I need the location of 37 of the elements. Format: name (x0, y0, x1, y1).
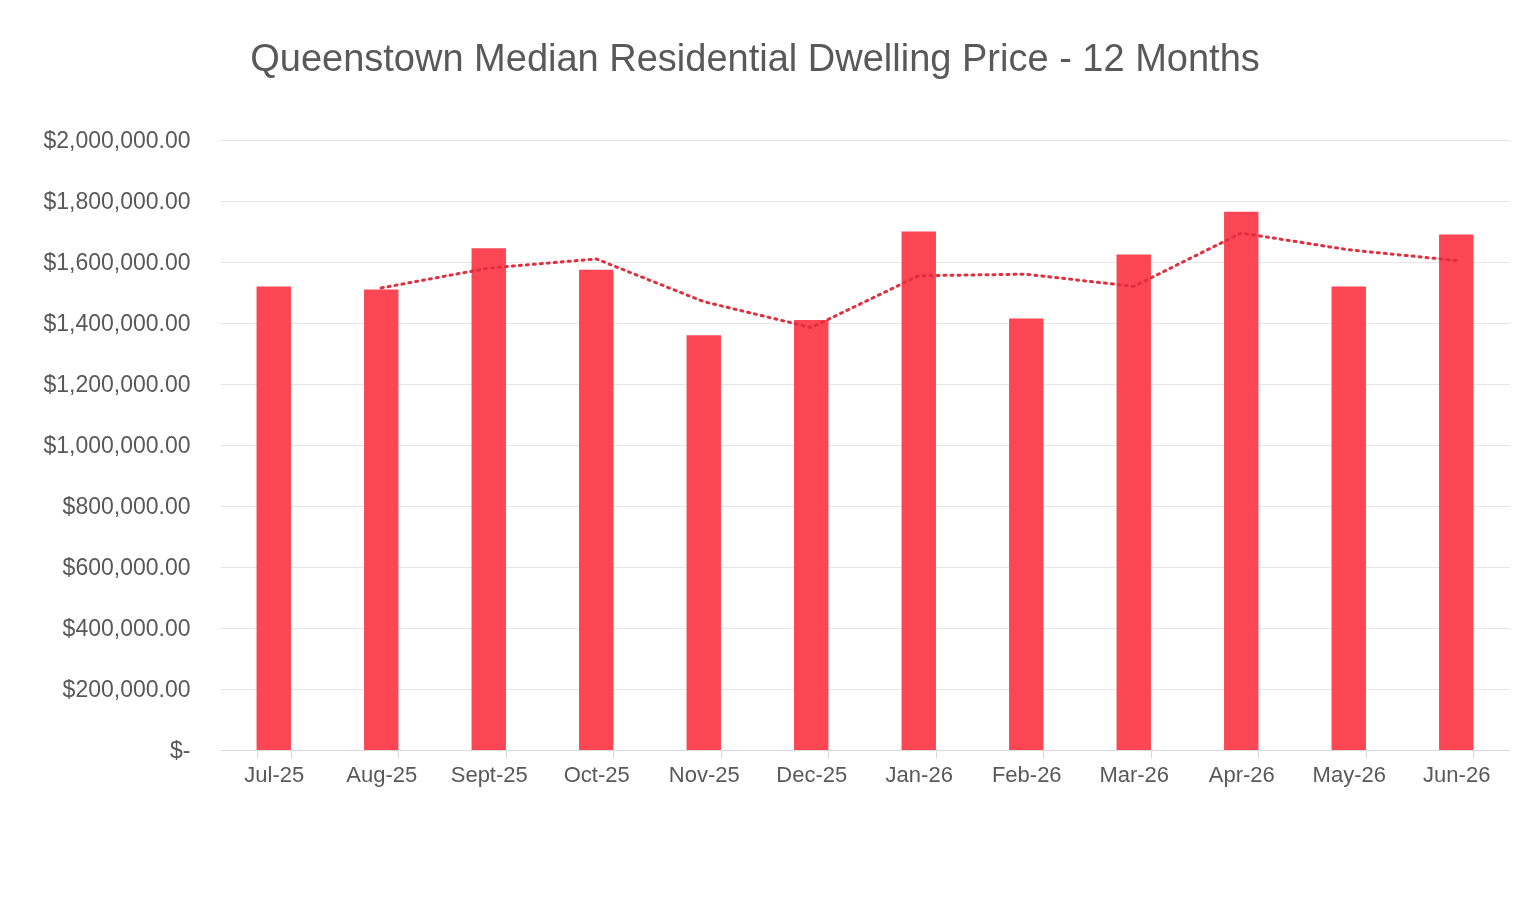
bar (686, 335, 721, 750)
x-tick-label: Jan-26 (885, 761, 953, 787)
y-tick-label: $400,000.00 (62, 614, 191, 641)
bar (1224, 211, 1259, 750)
y-tick-label: $1,400,000.00 (43, 309, 191, 336)
chart-title: Queenstown Median Residential Dwelling Price - 12 Months (250, 37, 1260, 79)
bar (1009, 318, 1044, 750)
bar (364, 289, 399, 750)
x-tick-label: May-26 (1312, 761, 1386, 787)
bar (256, 286, 291, 750)
bar (794, 319, 829, 750)
y-tick-label: $1,000,000.00 (43, 431, 191, 458)
y-tick-label: $1,800,000.00 (43, 187, 191, 214)
bar (1439, 234, 1474, 750)
bar (1116, 254, 1151, 750)
x-tick-label: Nov-25 (668, 761, 740, 787)
bar (901, 231, 936, 750)
x-tick-label: Jul-25 (244, 761, 305, 787)
x-tick-label: Mar-26 (1099, 761, 1170, 787)
x-tick-label: Apr-26 (1208, 761, 1275, 787)
bar (1331, 286, 1366, 750)
y-tick-label: $600,000.00 (62, 553, 191, 580)
x-tick-label: Feb-26 (991, 761, 1062, 787)
line-series (379, 231, 1458, 330)
x-tick-label: Oct-25 (563, 761, 630, 787)
y-tick-label: $800,000.00 (62, 492, 191, 519)
x-tick-label: Aug-25 (346, 761, 418, 787)
y-tick-label: $2,000,000.00 (43, 126, 191, 153)
x-tick-label: Dec-25 (776, 761, 848, 787)
x-tick-label: Jun-26 (1423, 761, 1491, 787)
bar (579, 269, 614, 750)
y-tick-label: $1,600,000.00 (43, 248, 191, 275)
x-tick-label: Sept-25 (450, 761, 528, 787)
y-tick-label: $- (170, 736, 191, 763)
bar (471, 248, 506, 750)
y-tick-label: $200,000.00 (62, 675, 191, 702)
y-tick-label: $1,200,000.00 (43, 370, 191, 397)
